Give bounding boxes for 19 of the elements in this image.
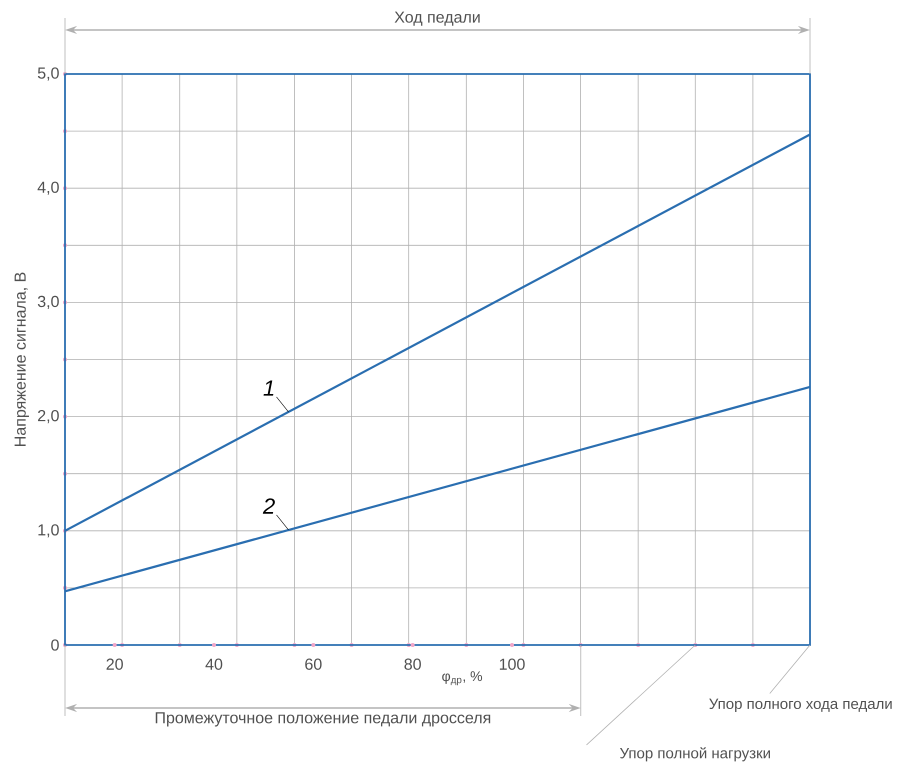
x-tick-label: 80 <box>404 658 421 670</box>
x-tick-label: 60 <box>305 658 322 670</box>
x-axis-title: φ$_{др}$, % <box>442 671 482 686</box>
y-tick-label: 4,0 <box>38 182 59 195</box>
y-axis-title: Напряжение сигнала, В <box>14 272 29 446</box>
text: Ход педали <box>394 12 480 26</box>
y-tick-label: 2,0 <box>38 410 59 424</box>
text: Упор полного хода педали <box>709 698 892 712</box>
x-tick-label: 20 <box>106 658 123 670</box>
y-tick-label: 0 <box>51 639 59 651</box>
series-label: 1 <box>264 380 274 396</box>
y-tick-label: 5,0 <box>38 67 59 81</box>
x-tick-label: 100 <box>500 658 525 670</box>
x-tick-label: 40 <box>205 658 222 670</box>
y-tick-label: 1,0 <box>38 524 59 538</box>
text: Упор полной нагрузки <box>620 747 770 762</box>
y-tick-label: 3,0 <box>38 296 59 309</box>
text: Промежуточное положение педали дросселя <box>156 712 490 727</box>
series-label: 2 <box>262 498 275 514</box>
